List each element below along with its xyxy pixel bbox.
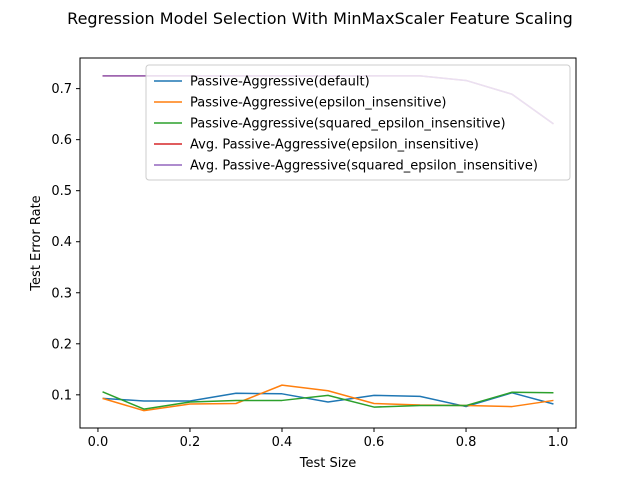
- y-tick-label: 0.3: [51, 286, 72, 301]
- series-line-3: [102, 391, 554, 410]
- y-tick-label: 0.5: [51, 184, 72, 199]
- x-tick-label: 0.4: [272, 435, 293, 450]
- plot-area: Passive-Aggressive(default) Passive-Aggre…: [79, 57, 577, 429]
- series-line-2: [102, 384, 554, 412]
- legend-box: [145, 64, 571, 181]
- chart-title: Regression Model Selection With MinMaxSc…: [67, 9, 573, 28]
- x-tick-label: 0.6: [364, 435, 385, 450]
- x-tick-label: 0.2: [180, 435, 201, 450]
- legend-label-2: Passive-Aggressive(epsilon_insensitive): [190, 96, 447, 111]
- y-tick-label: 0.1: [51, 388, 72, 403]
- legend-label-1: Passive-Aggressive(default): [190, 75, 370, 90]
- x-tick-label: 0.8: [456, 435, 477, 450]
- y-tick-label: 0.6: [51, 133, 72, 148]
- y-tick-label: 0.2: [51, 337, 72, 352]
- x-tick-label: 0.0: [88, 435, 109, 450]
- x-axis: 0.0 0.2 0.4 0.6 0.8 1.0: [88, 428, 569, 450]
- y-tick-label: 0.4: [51, 235, 72, 250]
- legend-label-5: Avg. Passive-Aggressive(squared_epsilon_…: [190, 159, 538, 174]
- legend: Passive-Aggressive(default) Passive-Aggre…: [145, 64, 571, 181]
- legend-label-3: Passive-Aggressive(squared_epsilon_insen…: [190, 117, 506, 132]
- y-axis: 0.1 0.2 0.3 0.4 0.5 0.6 0.7: [51, 82, 80, 403]
- x-tick-label: 1.0: [548, 435, 569, 450]
- legend-label-4: Avg. Passive-Aggressive(epsilon_insensit…: [190, 138, 479, 153]
- x-axis-label: Test Size: [299, 456, 356, 471]
- y-tick-label: 0.7: [51, 82, 72, 97]
- series-line-1: [102, 392, 554, 408]
- y-axis-label: Test Error Rate: [29, 195, 44, 291]
- axes-frame: [79, 57, 577, 429]
